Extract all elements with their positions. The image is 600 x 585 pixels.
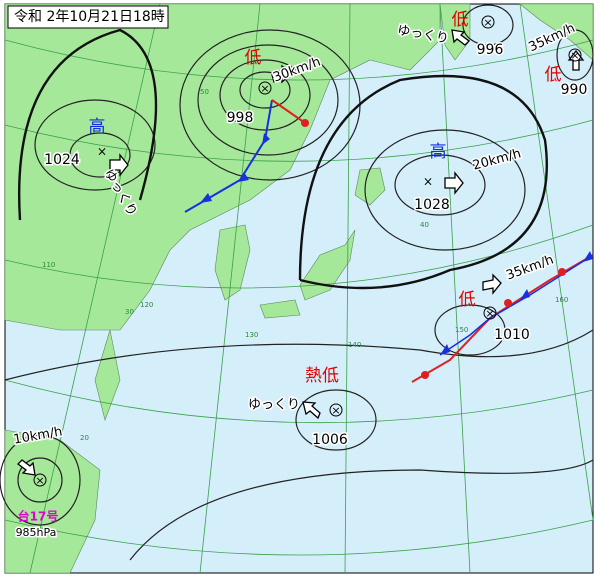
- fronts: [184, 99, 594, 383]
- system-type: 低: [459, 290, 476, 310]
- grid-label: 130: [245, 331, 258, 339]
- system-type: 低: [245, 48, 262, 68]
- center-mark: ×: [97, 145, 107, 159]
- low-center: [483, 306, 497, 320]
- grid-label: 140: [348, 341, 361, 349]
- system-type: 高: [430, 142, 447, 162]
- low-center: [481, 15, 495, 29]
- system-type: 低: [452, 10, 469, 30]
- center-mark: ×: [331, 404, 340, 417]
- pressure-label: 1006: [312, 432, 348, 448]
- system-type: 台17号: [18, 509, 59, 524]
- system-type: 低: [545, 65, 562, 85]
- grid-label: 50: [200, 88, 209, 96]
- motion-label: ゆっくり: [248, 398, 300, 413]
- pressure-label: 985hPa: [16, 526, 57, 539]
- pressure-label: 1028: [414, 197, 450, 213]
- center-mark: ×: [570, 49, 579, 62]
- motion-arrows: [17, 29, 585, 476]
- title: 令和 2年10月21日18時: [14, 9, 165, 25]
- low-center: [258, 81, 272, 95]
- grid-label: 30: [125, 308, 134, 316]
- low-center: [568, 48, 582, 62]
- system-type: 熱低: [305, 366, 339, 386]
- grid-label: 110: [42, 261, 55, 269]
- system-type: 高: [89, 117, 106, 137]
- grid-label: 40: [420, 221, 429, 229]
- center-mark: ×: [423, 175, 433, 189]
- isobars: [0, 4, 594, 561]
- center-mark: ×: [260, 82, 269, 95]
- center-mark: ×: [35, 474, 44, 487]
- grid: [4, 3, 594, 574]
- center-mark: ×: [485, 307, 494, 320]
- pressure-label: 1024: [44, 152, 80, 168]
- low-center: [33, 473, 47, 487]
- low-center: [329, 403, 343, 417]
- center-mark: ×: [483, 16, 492, 29]
- pressure-label: 998: [227, 110, 254, 126]
- pressure-label: 996: [477, 42, 504, 58]
- grid-label: 160: [555, 296, 568, 304]
- grid-label: 150: [455, 326, 468, 334]
- title-box: [7, 5, 169, 29]
- pressure-label: 1010: [494, 327, 530, 343]
- pressure-label: 990: [561, 82, 588, 98]
- grid-label: 120: [140, 301, 153, 309]
- grid-label: 20: [80, 434, 89, 442]
